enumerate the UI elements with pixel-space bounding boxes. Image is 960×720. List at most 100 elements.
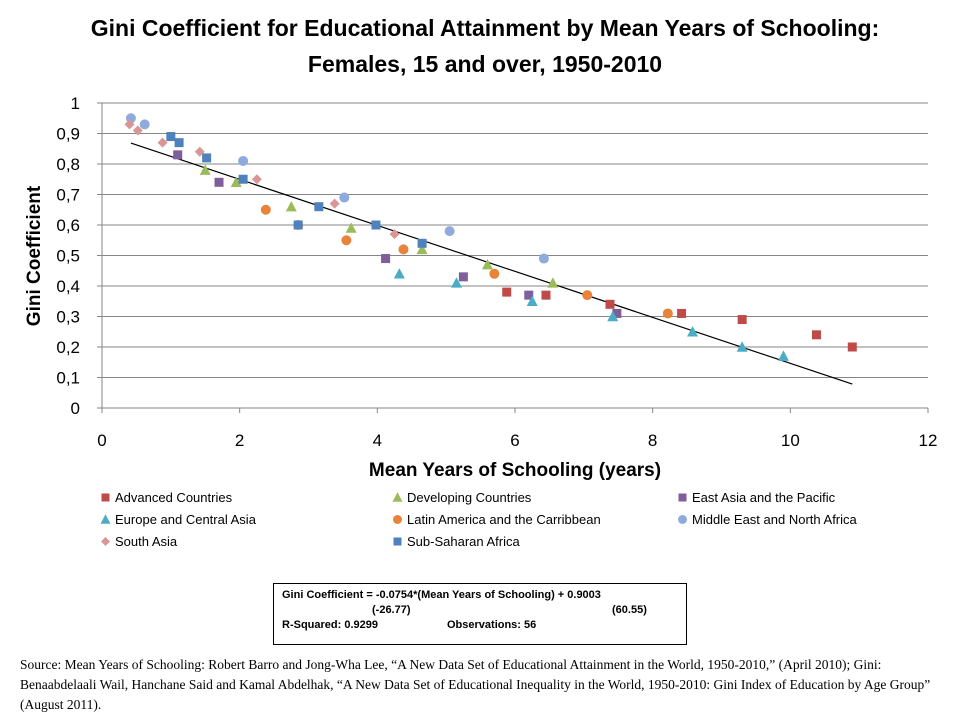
legend-item: Advanced Countries (100, 490, 232, 505)
point-east-asia-and-the-pacific (173, 150, 183, 160)
source-note: Source: Mean Years of Schooling: Robert … (20, 657, 931, 712)
y-tick-label: 0,5 (56, 247, 80, 266)
x-tick-label: 2 (235, 431, 244, 450)
point-sub-saharan-africa (166, 132, 176, 142)
legend-item: East Asia and the Pacific (677, 490, 835, 505)
y-tick-label: 0 (71, 399, 80, 418)
x-tick-label: 0 (97, 431, 106, 450)
point-developing-countries (416, 243, 428, 255)
regression-equation-box: Gini Coefficient = -0.0754*(Mean Years o… (273, 583, 687, 645)
point-developing-countries (481, 258, 493, 270)
point-sub-saharan-africa (293, 220, 303, 230)
point-latin-america-and-the-carribbean (582, 290, 593, 301)
legend-label: Europe and Central Asia (115, 512, 256, 527)
point-south-asia (132, 125, 143, 136)
point-developing-countries (199, 164, 211, 175)
legend-item: South Asia (100, 534, 177, 549)
point-advanced-countries (737, 315, 747, 325)
point-latin-america-and-the-carribbean (489, 268, 500, 279)
point-europe-and-central-asia (393, 268, 405, 279)
point-europe-and-central-asia (687, 326, 699, 337)
trendline (130, 142, 853, 385)
legend-marker-icon (678, 493, 687, 502)
point-east-asia-and-the-pacific (458, 272, 468, 282)
point-middle-east-and-north-africa (238, 155, 249, 166)
legend-item: Sub-Saharan Africa (392, 534, 520, 549)
legend-marker-icon (678, 515, 687, 525)
point-south-asia (124, 119, 135, 130)
legend-item: Latin America and the Carribbean (392, 512, 601, 527)
point-advanced-countries (677, 308, 687, 318)
y-tick-label: 0,6 (56, 216, 80, 235)
legend-item: Developing Countries (392, 490, 531, 505)
r-squared: R-Squared: 0.9299 (282, 619, 378, 631)
legend-marker (393, 515, 402, 525)
point-sub-saharan-africa (371, 220, 381, 230)
chart-title: Gini Coefficient for Educational Attainm… (90, 15, 880, 77)
legend-marker (100, 514, 111, 524)
point-south-asia (329, 198, 340, 209)
gridlines (102, 102, 928, 378)
legend-label: Sub-Saharan Africa (407, 534, 520, 549)
point-middle-east-and-north-africa (339, 192, 350, 203)
trendline-group (130, 142, 853, 385)
point-europe-and-central-asia (607, 310, 619, 322)
axes: 00,10,20,30,40,50,60,70,80,910 2 4 6 8 10 12 (56, 94, 937, 450)
y-tick-label: 0,7 (56, 186, 80, 205)
point-east-asia-and-the-pacific (524, 290, 534, 300)
x-axis-title: Mean Years of Schooling (years) (369, 460, 661, 481)
x-tick-label: 4 (373, 431, 382, 450)
point-east-asia-and-the-pacific (381, 254, 391, 264)
y-tick-label: 1 (71, 94, 80, 113)
legend-marker (101, 537, 110, 547)
legend-item: Europe and Central Asia (100, 512, 256, 527)
legend-label: Middle East and North Africa (692, 512, 857, 527)
scatter-plot: 00,10,20,30,40,50,60,70,80,910 2 4 6 8 10 12 M… (24, 94, 937, 481)
legend-marker-icon (392, 492, 403, 502)
point-sub-saharan-africa (238, 174, 248, 184)
point-latin-america-and-the-carribbean (260, 204, 271, 215)
point-latin-america-and-the-carribbean (398, 244, 409, 255)
point-sub-saharan-africa (417, 238, 427, 248)
x-tick-label: 10 (781, 431, 800, 450)
point-middle-east-and-north-africa (538, 253, 549, 264)
point-sub-saharan-africa (314, 202, 324, 212)
y-axis-title: Gini Coefficient (24, 185, 45, 326)
observations: Observations: 56 (447, 619, 537, 631)
legend-marker (392, 492, 403, 502)
legend-marker-icon (101, 537, 110, 547)
point-developing-countries (285, 200, 297, 212)
legend-marker (678, 515, 687, 525)
legend-marker-icon (101, 493, 110, 502)
point-middle-east-and-north-africa (444, 226, 455, 237)
point-advanced-countries (811, 330, 821, 340)
legend-label: East Asia and the Pacific (692, 490, 836, 505)
data-points (124, 113, 857, 361)
point-south-asia (389, 229, 400, 240)
point-south-asia (251, 174, 262, 185)
point-advanced-countries (541, 290, 551, 300)
slope-tstat: (-26.77) (372, 604, 411, 616)
legend-label: Latin America and the Carribbean (407, 512, 601, 527)
point-advanced-countries (605, 299, 615, 309)
point-advanced-countries (847, 342, 857, 352)
point-east-asia-and-the-pacific (214, 177, 224, 187)
x-tick-label: 8 (648, 431, 657, 450)
point-developing-countries (345, 222, 357, 233)
point-advanced-countries (502, 287, 512, 297)
legend-marker (678, 493, 687, 502)
point-sub-saharan-africa (202, 153, 212, 163)
legend-marker-icon (393, 537, 402, 546)
point-europe-and-central-asia (777, 350, 789, 361)
point-sub-saharan-africa (174, 138, 184, 148)
intercept-tstat: (60.55) (612, 604, 647, 616)
legend-label: Developing Countries (407, 490, 532, 505)
point-south-asia (157, 137, 168, 148)
legend-marker (393, 537, 402, 546)
legend-marker-icon (100, 514, 111, 524)
y-tick-label: 0,1 (56, 369, 80, 388)
legend-item: Middle East and North Africa (677, 512, 857, 527)
legend-marker-icon (393, 515, 402, 525)
y-tick-label: 0,4 (56, 277, 80, 296)
equation-text: Gini Coefficient = -0.0754*(Mean Years o… (282, 589, 601, 601)
